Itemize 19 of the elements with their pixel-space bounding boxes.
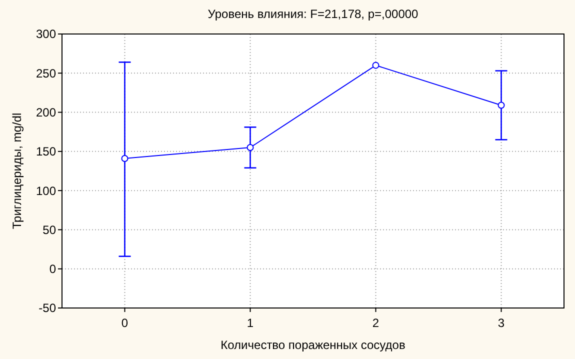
y-tick-label: 0 <box>49 262 56 276</box>
y-axis-title: Триглицериды, mg/dl <box>10 112 24 230</box>
chart-title: Уровень влияния: F=21,178, p=,00000 <box>208 7 419 21</box>
point <box>121 154 128 162</box>
x-tick-label: 1 <box>246 316 254 330</box>
y-tick-label: 50 <box>42 222 56 237</box>
y-tick-label: -50 <box>38 301 56 316</box>
y-tick-label: 300 <box>36 27 56 42</box>
x-tick-label: 0 <box>121 316 128 330</box>
y-tick-label: 100 <box>36 184 56 198</box>
x-tick-label: 3 <box>498 316 505 330</box>
point <box>246 144 254 152</box>
point <box>372 62 380 69</box>
y-tick-label: 250 <box>36 66 56 80</box>
y-tick-label: 150 <box>36 144 56 159</box>
y-tick-label: 200 <box>36 105 56 120</box>
x-tick-label: 2 <box>372 316 380 330</box>
point <box>498 102 505 109</box>
x-axis-title: Количество пораженных сосудов <box>220 338 406 352</box>
